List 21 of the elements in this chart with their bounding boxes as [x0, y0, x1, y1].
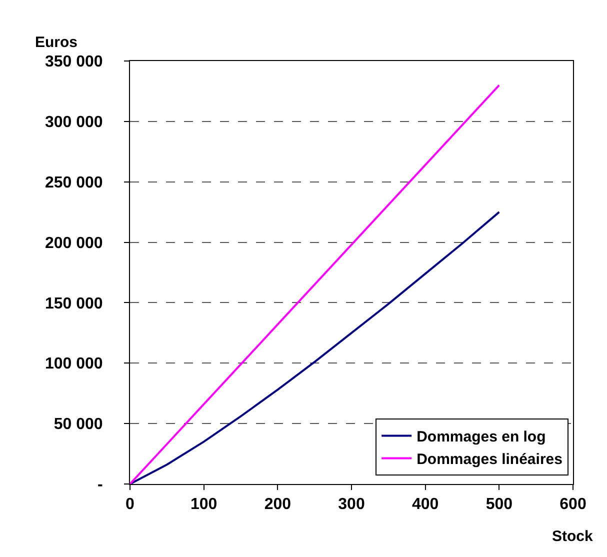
legend-label: Dommages en log	[416, 428, 546, 446]
x-tick-label: 200	[264, 496, 292, 514]
x-tick-label: 400	[412, 496, 439, 514]
x-axis-title: Stock	[552, 528, 594, 545]
x-tick-label: 600	[560, 496, 586, 514]
y-tick-label: 200 000	[44, 234, 103, 252]
x-tick-label: 300	[338, 496, 365, 514]
y-tick-label: -	[97, 476, 103, 494]
y-tick-label: 50 000	[54, 416, 103, 434]
x-tick-label: 0	[126, 496, 135, 514]
line-series	[130, 211, 500, 484]
y-tick-label: 100 000	[44, 356, 103, 373]
y-tick-label: 150 000	[44, 295, 103, 312]
legend-label: Dommages linéaires	[416, 451, 562, 468]
y-tick-label: 350 000	[44, 54, 103, 71]
y-axis-title: Euros	[35, 34, 78, 51]
y-tick-label: 250 000	[44, 174, 103, 192]
line-series	[130, 84, 500, 484]
x-tick-label: 500	[486, 496, 513, 514]
x-tick-label: 100	[190, 496, 218, 514]
y-tick-label: 300 000	[44, 114, 103, 132]
